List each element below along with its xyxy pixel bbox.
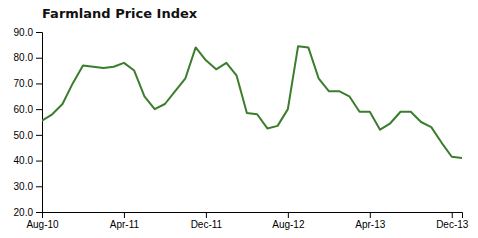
chart: Aug-10 Apr-11 Dec-11 Aug-12 Apr-13 Dec-13 20.0… — [0, 0, 478, 238]
x-axis: Aug-10 Apr-11 Dec-11 Aug-12 Apr-13 Dec-13 — [26, 212, 468, 230]
y-tick: 30.0 — [14, 181, 42, 192]
y-axis: 20.0 30.0 40.0 50.0 60.0 70.0 80.0 90.0 — [14, 27, 43, 218]
y-tick: 40.0 — [14, 155, 42, 166]
x-axis-line — [43, 213, 463, 219]
x-tick-label: Aug-10 — [26, 219, 59, 230]
x-tick-label: Apr-13 — [355, 219, 385, 230]
y-tick-label: 50.0 — [14, 130, 34, 141]
y-tick-mark — [36, 135, 42, 136]
y-tick-label: 70.0 — [14, 78, 34, 89]
x-tick-mark — [124, 212, 125, 218]
y-tick: 80.0 — [14, 52, 42, 63]
x-tick: Apr-11 — [110, 212, 140, 230]
y-tick-label: 60.0 — [14, 104, 34, 115]
x-tick-label: Dec-11 — [191, 219, 223, 230]
y-tick: 70.0 — [14, 78, 42, 89]
marks — [42, 46, 462, 158]
y-tick-mark — [36, 212, 42, 213]
x-tick: Dec-13 — [436, 212, 469, 230]
y-axis-line — [36, 33, 43, 213]
y-tick-mark — [36, 58, 42, 59]
y-tick: 20.0 — [14, 207, 42, 218]
line — [42, 46, 462, 158]
y-tick-mark — [36, 83, 42, 84]
y-tick: 50.0 — [14, 130, 42, 141]
title: Farmland Price Index — [42, 6, 198, 21]
x-tick: Dec-11 — [191, 212, 223, 230]
x-tick: Aug-12 — [272, 212, 305, 230]
y-tick: 60.0 — [14, 104, 42, 115]
y-tick-label: 80.0 — [14, 52, 34, 63]
y-tick-mark — [36, 109, 42, 110]
x-tick: Apr-13 — [355, 212, 385, 230]
x-tick-label: Aug-12 — [272, 219, 305, 230]
plot: Aug-10 Apr-11 Dec-11 Aug-12 Apr-13 Dec-13 20.0… — [14, 27, 469, 230]
x-tick-label: Dec-13 — [436, 219, 469, 230]
x-tick-mark — [288, 212, 289, 218]
x-tick-mark — [370, 212, 371, 218]
y-tick-label: 30.0 — [14, 181, 34, 192]
y-tick-label: 40.0 — [14, 155, 34, 166]
y-tick-mark — [36, 32, 42, 33]
x-tick-label: Apr-11 — [110, 219, 140, 230]
y-tick-label: 20.0 — [14, 207, 34, 218]
y-tick-label: 90.0 — [14, 27, 34, 38]
x-tick-mark — [206, 212, 207, 218]
x-tick-mark — [452, 212, 453, 218]
y-tick: 90.0 — [14, 27, 42, 38]
y-tick-mark — [36, 161, 42, 162]
y-tick-mark — [36, 186, 42, 187]
